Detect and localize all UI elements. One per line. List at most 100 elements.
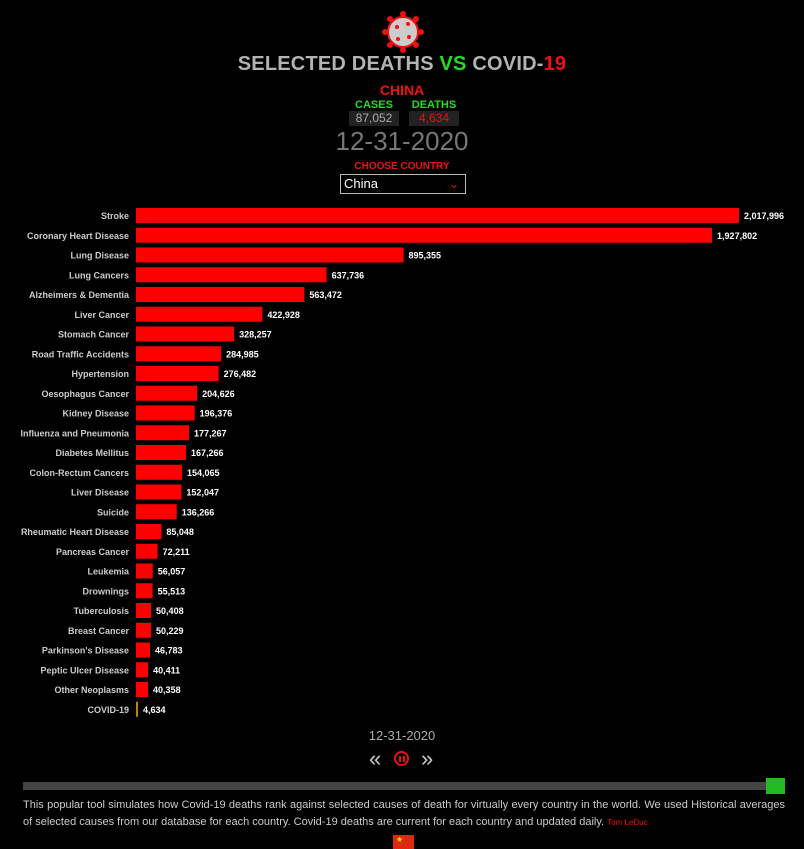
- title-part1: SELECTED DEATHS: [237, 53, 434, 75]
- country-name: CHINA: [379, 82, 425, 98]
- category-label: Drownings: [83, 586, 130, 596]
- value-label: 72,211: [163, 547, 190, 557]
- value-label: 284,985: [226, 349, 259, 359]
- bar: [136, 405, 195, 421]
- value-label: 55,513: [158, 586, 186, 596]
- bar: [136, 445, 186, 460]
- category-label: Alzheimers & Dementia: [29, 290, 130, 300]
- double-chevron-right-icon[interactable]: »: [421, 746, 434, 771]
- bar: [136, 662, 149, 678]
- bar: [136, 425, 189, 441]
- value-label: 895,355: [409, 251, 442, 261]
- deaths-label: DEATHS: [411, 99, 457, 111]
- timeline-slider-thumb[interactable]: [766, 778, 785, 794]
- bar: [136, 622, 152, 638]
- chevron-down-icon: ⌄: [448, 177, 459, 191]
- title-vs: VS: [439, 53, 467, 75]
- bar: [136, 603, 152, 618]
- bar: [136, 287, 305, 302]
- category-label: Breast Cancer: [68, 626, 130, 636]
- bar: [136, 563, 153, 579]
- description-text: This popular tool simulates how Covid-19…: [23, 799, 785, 828]
- bar-chart: Stroke 2,017,996 Coronary Heart Disease 1,9…: [20, 208, 784, 717]
- deaths-value: 4,634: [409, 111, 459, 126]
- cases-label: CASES: [355, 99, 393, 111]
- category-label: Diabetes Mellitus: [55, 448, 129, 458]
- value-label: 276,482: [224, 369, 257, 379]
- value-label: 204,626: [202, 389, 235, 399]
- category-label: Lung Disease: [70, 251, 129, 261]
- value-label: 328,257: [239, 330, 272, 340]
- category-label: Rheumatic Heart Disease: [21, 527, 129, 537]
- category-label: Liver Cancer: [74, 310, 129, 320]
- value-label: 196,376: [200, 409, 233, 419]
- value-label: 136,266: [182, 507, 215, 517]
- value-label: 563,472: [309, 290, 342, 300]
- category-label: Stomach Cancer: [58, 330, 130, 340]
- bar: [136, 227, 713, 243]
- bar-covid-19: [136, 701, 138, 717]
- category-label: Tuberculosis: [74, 606, 129, 616]
- current-date: 12-31-2020: [335, 126, 469, 156]
- player-date: 12-31-2020: [368, 728, 436, 743]
- value-label: 637,736: [332, 270, 365, 280]
- value-label: 40,411: [153, 665, 180, 675]
- value-label: 2,017,996: [744, 211, 784, 221]
- cases-value: 87,052: [349, 111, 399, 126]
- value-label: 167,266: [191, 448, 224, 458]
- choose-country-label: CHOOSE COUNTRY: [354, 161, 450, 172]
- bar: [136, 464, 183, 480]
- value-label: 50,229: [156, 626, 184, 636]
- category-label: Oesophagus Cancer: [41, 389, 129, 399]
- value-label: 56,057: [158, 567, 186, 577]
- category-label: Road Traffic Accidents: [32, 349, 129, 359]
- bar: [136, 326, 235, 342]
- timeline-slider[interactable]: [23, 782, 783, 790]
- bar: [136, 504, 177, 520]
- category-label: Stroke: [101, 211, 129, 221]
- china-flag-icon: ★: [393, 835, 414, 849]
- value-label: 40,358: [153, 685, 181, 695]
- value-label: 177,267: [194, 428, 227, 438]
- bar: [136, 247, 404, 263]
- title-part3: 19: [543, 53, 567, 75]
- bar: [136, 682, 149, 697]
- value-label: 85,048: [166, 527, 194, 537]
- bar: [136, 208, 739, 223]
- country-select-value: China: [344, 176, 378, 191]
- bar: [136, 385, 198, 401]
- bar: [136, 267, 327, 283]
- category-label: Lung Cancers: [69, 270, 129, 280]
- bar: [136, 346, 222, 362]
- page-title: SELECTED DEATHS VS COVID-19: [0, 53, 804, 76]
- description: This popular tool simulates how Covid-19…: [23, 797, 785, 831]
- title-part2: COVID-: [472, 53, 544, 75]
- category-label: Kidney Disease: [62, 409, 129, 419]
- category-label: Other Neoplasms: [54, 685, 129, 695]
- virus-icon: [382, 11, 424, 53]
- double-chevron-left-icon[interactable]: «: [369, 746, 382, 771]
- bar: [136, 484, 182, 500]
- category-label: Suicide: [97, 507, 129, 517]
- bar: [136, 583, 153, 599]
- category-label: Liver Disease: [71, 488, 129, 498]
- category-label: Coronary Heart Disease: [27, 231, 129, 241]
- category-label: Leukemia: [87, 567, 130, 577]
- category-label: Colon-Rectum Cancers: [29, 468, 129, 478]
- author-credit[interactable]: Tom LeDuc: [607, 818, 648, 827]
- value-label: 152,047: [186, 488, 219, 498]
- category-label: Peptic Ulcer Disease: [40, 665, 129, 675]
- value-label: 154,065: [187, 468, 220, 478]
- category-label: Hypertension: [71, 369, 129, 379]
- value-label: 422,928: [267, 310, 300, 320]
- pause-circle-icon[interactable]: [394, 751, 409, 766]
- category-label: COVID-19: [87, 705, 129, 715]
- bar: [136, 366, 219, 381]
- bar: [136, 306, 263, 322]
- bar: [136, 543, 158, 559]
- value-label: 46,783: [155, 646, 183, 656]
- bar: [136, 642, 150, 658]
- category-label: Parkinson's Disease: [42, 646, 129, 656]
- value-label: 1,927,802: [717, 231, 757, 241]
- country-select[interactable]: China ⌄: [340, 174, 466, 194]
